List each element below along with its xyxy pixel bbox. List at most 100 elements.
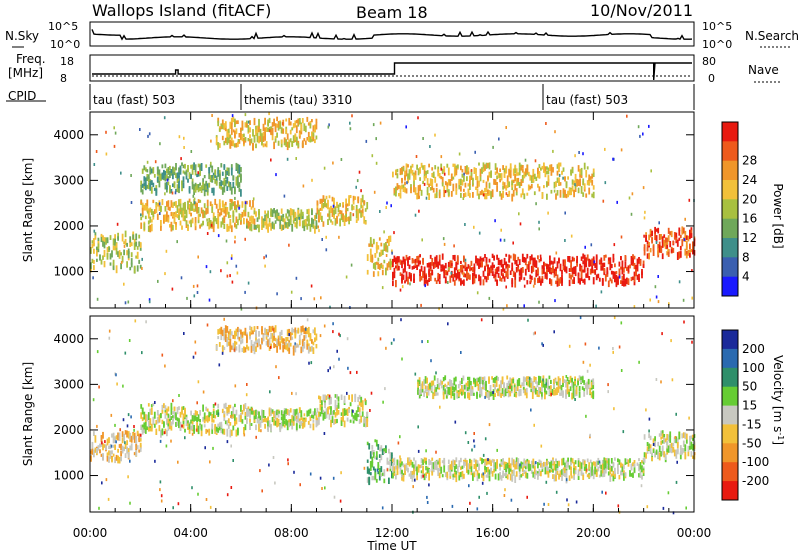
echo-cell (135, 255, 138, 259)
echo-cell (618, 275, 621, 279)
echo-cell (555, 280, 557, 285)
echo-cell (435, 255, 438, 261)
echo-cell (529, 466, 532, 471)
echo-cell (235, 328, 238, 337)
echo-cell (223, 185, 226, 193)
echo-cell (315, 414, 318, 418)
echo-cell (591, 179, 594, 186)
echo-cell (333, 197, 335, 205)
echo-cell (371, 243, 374, 248)
echo-cell (509, 390, 512, 397)
echo-cell (346, 216, 349, 222)
echo-cell (562, 176, 564, 180)
echo-cell (134, 319, 137, 323)
echo-cell (366, 411, 369, 417)
echo-cell (146, 184, 149, 189)
echo-cell (639, 259, 642, 264)
echo-cell (442, 391, 445, 400)
echo-cell (662, 506, 665, 510)
echo-cell (461, 280, 464, 285)
echo-cell (533, 385, 536, 390)
echo-cell (218, 199, 221, 205)
echo-cell (612, 470, 615, 476)
echo-cell (478, 193, 480, 200)
echo-cell (416, 475, 418, 481)
echo-cell (470, 466, 473, 474)
echo-cell (355, 410, 358, 418)
echo-cell (431, 186, 434, 191)
echo-cell (589, 179, 592, 183)
echo-cell (484, 267, 486, 272)
echo-cell (282, 341, 285, 348)
echo-cell (264, 423, 266, 429)
echo-cell (482, 377, 484, 382)
echo-cell (211, 414, 214, 420)
echo-cell (692, 455, 694, 459)
echo-cell (690, 441, 693, 450)
echo-cell (253, 415, 256, 420)
echo-cell (91, 448, 94, 455)
echo-cell (491, 470, 494, 477)
echo-cell (549, 266, 551, 274)
echo-cell (507, 389, 510, 394)
echo-cell (206, 183, 209, 190)
echo-cell (588, 259, 591, 264)
echo-cell (580, 266, 583, 273)
echo-cell (441, 385, 443, 389)
echo-cell (535, 461, 537, 465)
echo-cell (564, 259, 566, 263)
echo-cell (540, 167, 542, 171)
echo-cell (571, 256, 574, 262)
echo-cell (324, 394, 326, 401)
echo-cell (498, 391, 501, 397)
echo-cell (183, 146, 185, 149)
echo-cell (537, 462, 539, 469)
echo-cell (416, 256, 418, 263)
echo-cell (383, 478, 386, 484)
echo-cell (538, 186, 541, 192)
echo-cell (164, 364, 166, 368)
echo-cell (311, 339, 313, 344)
echo-cell (224, 169, 227, 174)
echo-cell (630, 212, 633, 216)
echo-cell (175, 201, 177, 208)
echo-cell (223, 165, 226, 170)
echo-cell (405, 168, 408, 177)
echo-cell (592, 191, 595, 199)
echo-cell (163, 431, 166, 435)
echo-cell (456, 269, 459, 276)
echo-cell (603, 464, 606, 470)
echo-cell (431, 271, 434, 276)
echo-cell (274, 337, 277, 342)
echo-cell (443, 242, 446, 246)
echo-cell (597, 466, 600, 472)
echo-cell (385, 206, 387, 209)
echo-cell (528, 376, 531, 380)
echo-cell (282, 215, 285, 222)
echo-cell (181, 207, 183, 212)
echo-cell (149, 224, 152, 233)
echo-cell (515, 267, 518, 273)
echo-cell (115, 248, 118, 255)
echo-cell (636, 258, 639, 266)
echo-cell (673, 437, 676, 443)
echo-cell (457, 391, 460, 397)
echo-cell (568, 279, 571, 287)
echo-cell (565, 375, 568, 378)
echo-cell (120, 261, 123, 264)
cpid-segment-label: tau (fast) 503 (93, 93, 175, 107)
echo-cell (552, 261, 554, 265)
echo-cell (385, 346, 387, 350)
echo-cell (460, 466, 462, 470)
echo-cell (215, 203, 218, 209)
echo-cell (150, 223, 153, 232)
echo-cell (683, 238, 686, 242)
freq-panel-frame (89, 54, 695, 82)
echo-cell (512, 179, 515, 183)
echo-cell (328, 195, 331, 199)
echo-cell (648, 124, 650, 128)
echo-cell (360, 396, 363, 403)
echo-cell (487, 264, 489, 270)
echo-cell (190, 150, 193, 153)
echo-cell (354, 196, 357, 200)
